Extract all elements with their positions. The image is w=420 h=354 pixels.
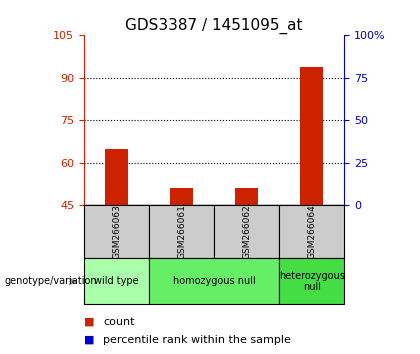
Text: GSM266064: GSM266064 [307, 205, 316, 259]
Bar [214, 205, 279, 258]
Bar [279, 258, 344, 304]
Bar [279, 205, 344, 258]
Text: GSM266061: GSM266061 [177, 204, 186, 259]
Text: count: count [103, 317, 134, 327]
Text: homozygous null: homozygous null [173, 276, 256, 286]
Text: GSM266063: GSM266063 [112, 204, 121, 259]
Bar [84, 258, 149, 304]
Bar [235, 188, 258, 205]
Text: wild type: wild type [94, 276, 139, 286]
Bar [149, 258, 279, 304]
Title: GDS3387 / 1451095_at: GDS3387 / 1451095_at [126, 18, 303, 34]
Bar [300, 67, 323, 205]
Bar [149, 205, 214, 258]
Bar [170, 188, 193, 205]
Bar [84, 205, 149, 258]
Bar [105, 149, 128, 205]
Text: GSM266062: GSM266062 [242, 205, 251, 259]
Text: percentile rank within the sample: percentile rank within the sample [103, 335, 291, 345]
Text: ■: ■ [84, 317, 94, 327]
Text: heterozygous
null: heterozygous null [279, 270, 345, 292]
Text: genotype/variation: genotype/variation [4, 276, 97, 286]
Text: ■: ■ [84, 335, 94, 345]
